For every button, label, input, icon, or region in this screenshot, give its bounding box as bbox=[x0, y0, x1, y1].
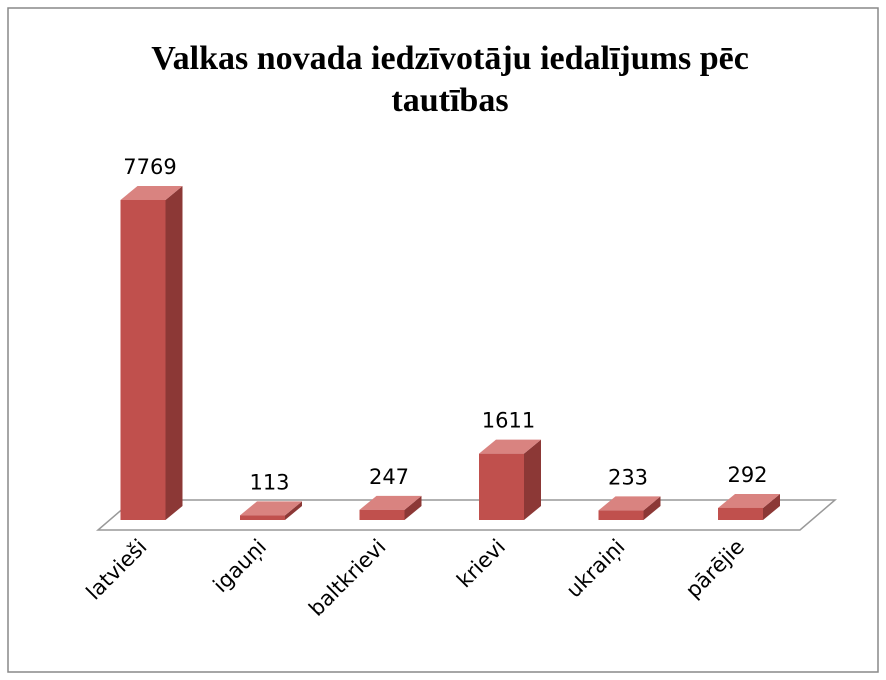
bar-front bbox=[240, 515, 285, 520]
bar-side bbox=[404, 495, 422, 520]
data-label: 292 bbox=[727, 463, 767, 487]
bar bbox=[359, 495, 422, 520]
data-label: 1611 bbox=[482, 409, 535, 433]
data-label: 233 bbox=[608, 465, 648, 489]
bar-side bbox=[285, 501, 302, 520]
bar-top bbox=[718, 493, 780, 508]
bar bbox=[479, 439, 541, 520]
bar bbox=[718, 493, 780, 520]
bar-front bbox=[598, 510, 644, 520]
bar-top bbox=[120, 186, 183, 200]
bar-side bbox=[763, 493, 780, 520]
data-label: 113 bbox=[249, 470, 289, 494]
data-label: 247 bbox=[369, 465, 409, 489]
bar-front bbox=[718, 507, 763, 520]
bar-front bbox=[359, 509, 405, 520]
chart-title: Valkas novada iedzīvotāju iedalījums pēc… bbox=[151, 40, 749, 119]
data-label: 7769 bbox=[123, 155, 176, 179]
bar-top bbox=[359, 495, 422, 510]
bar-top bbox=[240, 501, 302, 516]
bar bbox=[240, 501, 302, 520]
bar-top bbox=[479, 439, 541, 454]
bar-front bbox=[120, 200, 166, 520]
bar-side bbox=[165, 186, 183, 520]
bar-side bbox=[643, 496, 661, 520]
bar-top bbox=[598, 496, 661, 511]
bar bbox=[598, 496, 661, 520]
bar bbox=[120, 186, 183, 520]
bar-side bbox=[524, 439, 541, 520]
bar-front bbox=[479, 453, 524, 520]
